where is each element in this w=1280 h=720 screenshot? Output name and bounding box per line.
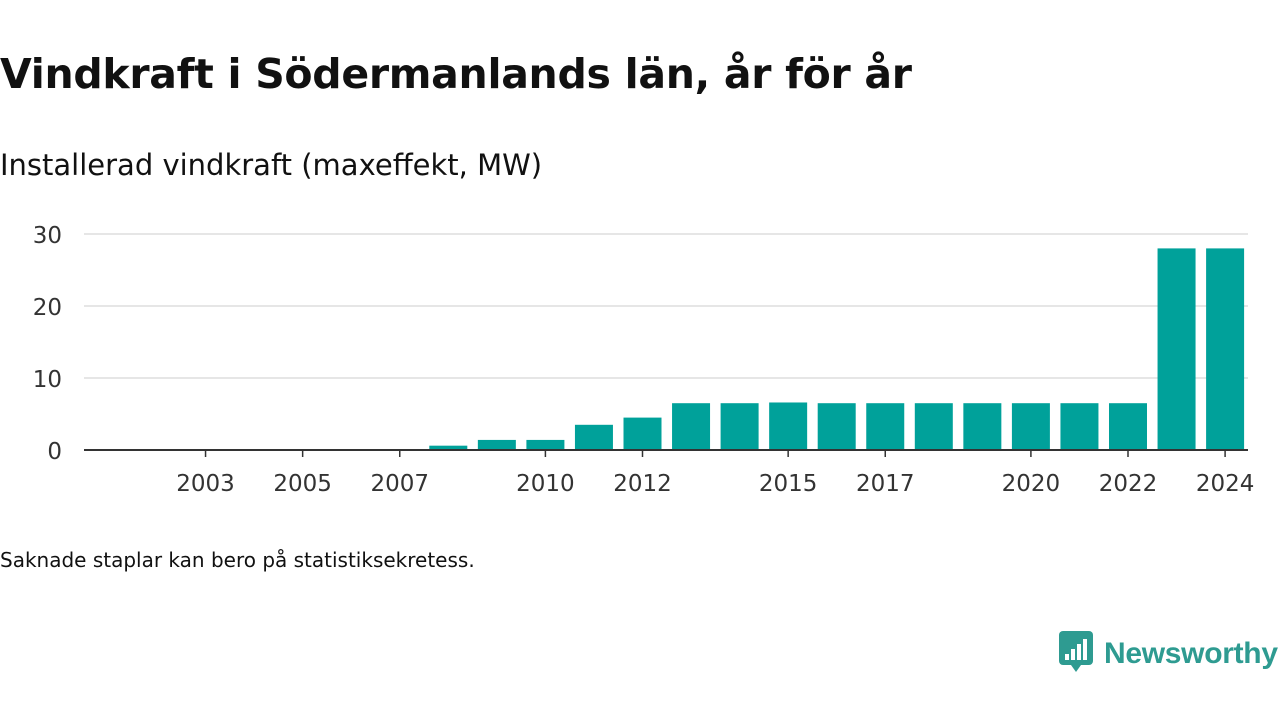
bar-2015 (769, 402, 808, 450)
bar-2010 (526, 439, 565, 450)
bar-2009 (477, 439, 516, 450)
x-tick-label: 2015 (759, 471, 818, 497)
bar-2020 (1011, 403, 1050, 450)
x-tick-label: 2024 (1196, 471, 1255, 497)
chart-subtitle: Installerad vindkraft (maxeffekt, MW) (0, 148, 543, 182)
bar-2017 (866, 403, 905, 450)
bar-2021 (1060, 403, 1099, 450)
bar-2011 (574, 424, 613, 450)
x-tick-label: 2020 (1002, 471, 1061, 497)
bars (429, 248, 1245, 450)
newsworthy-logo-icon (1058, 630, 1094, 678)
bar-chart: 0 10 20 30 2003 2005 2007 2010 2012 2015 2017 2020… (33, 223, 1255, 497)
bar-2013 (672, 403, 711, 450)
bar-2012 (623, 417, 662, 450)
bar-2016 (817, 403, 856, 450)
bar-2014 (720, 403, 759, 450)
brand-logo[interactable]: Newsworthy (1058, 630, 1278, 678)
x-axis-tick-labels: 2003 2005 2007 2010 2012 2015 2017 2020 2022 2024 (176, 471, 1254, 497)
y-axis-tick-labels: 0 10 20 30 (33, 223, 62, 465)
y-tick-label: 30 (33, 223, 62, 249)
bar-2008 (429, 445, 468, 450)
brand-name: Newsworthy (1104, 637, 1278, 670)
bar-2022 (1109, 403, 1147, 450)
bar-2018 (914, 403, 953, 450)
x-tick-label: 2010 (516, 471, 575, 497)
footnote: Saknade staplar kan bero på statistiksek… (0, 548, 475, 572)
y-tick-label: 10 (33, 367, 62, 393)
bar-2023 (1157, 248, 1196, 450)
x-tick-label: 2022 (1099, 471, 1158, 497)
x-tick-label: 2003 (176, 471, 235, 497)
grid-lines (84, 233, 1248, 379)
page-title: Vindkraft i Södermanlands län, år för år (0, 50, 912, 98)
x-tick-label: 2007 (370, 471, 429, 497)
y-tick-label: 20 (33, 295, 62, 321)
bar-2019 (963, 403, 1002, 450)
x-tick-label: 2017 (856, 471, 915, 497)
y-tick-label: 0 (47, 439, 62, 465)
x-tick-label: 2012 (613, 471, 672, 497)
x-tick-label: 2005 (273, 471, 332, 497)
x-axis (84, 449, 1248, 457)
bar-2024 (1206, 248, 1245, 450)
